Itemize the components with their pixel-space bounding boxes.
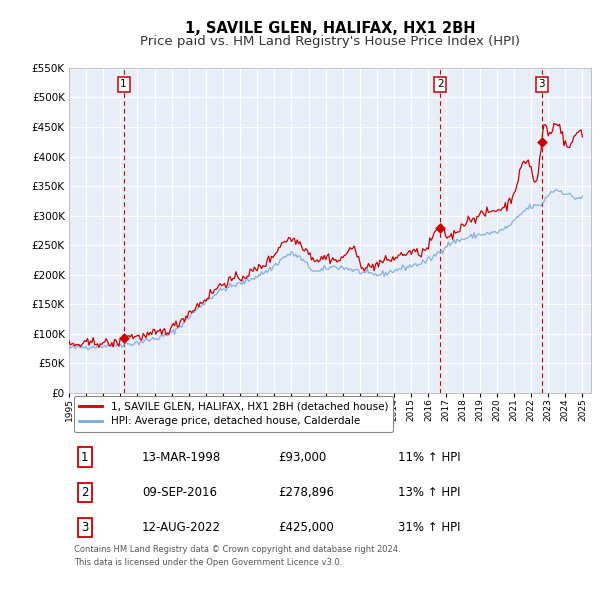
Text: 1: 1 — [81, 451, 88, 464]
Point — [119, 333, 128, 343]
Text: 13% ↑ HPI: 13% ↑ HPI — [398, 486, 460, 499]
Text: 2: 2 — [81, 486, 88, 499]
Text: £425,000: £425,000 — [278, 521, 334, 534]
Text: 1: 1 — [120, 79, 127, 89]
Point — [537, 137, 547, 146]
Text: 13-MAR-1998: 13-MAR-1998 — [142, 451, 221, 464]
Text: 3: 3 — [538, 79, 545, 89]
Point — [436, 224, 445, 233]
Text: 2: 2 — [437, 79, 443, 89]
Text: Contains HM Land Registry data © Crown copyright and database right 2024.
This d: Contains HM Land Registry data © Crown c… — [74, 545, 401, 567]
Text: £93,000: £93,000 — [278, 451, 326, 464]
Text: 12-AUG-2022: 12-AUG-2022 — [142, 521, 221, 534]
Legend: 1, SAVILE GLEN, HALIFAX, HX1 2BH (detached house), HPI: Average price, detached : 1, SAVILE GLEN, HALIFAX, HX1 2BH (detach… — [74, 396, 394, 432]
Text: 31% ↑ HPI: 31% ↑ HPI — [398, 521, 460, 534]
Text: Price paid vs. HM Land Registry's House Price Index (HPI): Price paid vs. HM Land Registry's House … — [140, 35, 520, 48]
Text: 11% ↑ HPI: 11% ↑ HPI — [398, 451, 460, 464]
Text: 09-SEP-2016: 09-SEP-2016 — [142, 486, 217, 499]
Text: 1, SAVILE GLEN, HALIFAX, HX1 2BH: 1, SAVILE GLEN, HALIFAX, HX1 2BH — [185, 21, 475, 35]
Text: £278,896: £278,896 — [278, 486, 334, 499]
Text: 3: 3 — [81, 521, 88, 534]
